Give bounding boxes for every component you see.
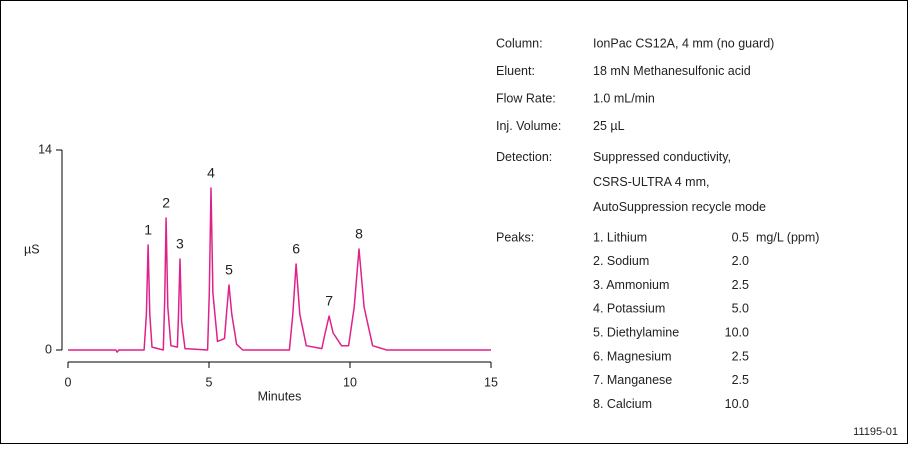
condition-value: 18 mN Methanesulfonic acid: [593, 64, 751, 78]
peak-amount: 10.0: [725, 397, 749, 411]
condition-label: Flow Rate:: [496, 91, 556, 105]
peak-label: 6: [292, 241, 300, 257]
peak-amount: 2.5: [732, 373, 749, 387]
peak-amount: 2.5: [732, 349, 749, 363]
peak-name: 5. Diethylamine: [593, 325, 679, 339]
peak-amount: 5.0: [732, 302, 749, 316]
condition-value: AutoSuppression recycle mode: [593, 200, 766, 214]
peak-name: 3. Ammonium: [593, 278, 669, 292]
peak-label: 7: [325, 293, 333, 309]
condition-value: 1.0 mL/min: [593, 91, 655, 105]
peaks-unit: mg/L (ppm): [756, 230, 819, 244]
peak-amount: 2.5: [732, 278, 749, 292]
peak-amount: 0.5: [732, 230, 749, 244]
condition-value: 25 µL: [593, 119, 625, 133]
condition-value: IonPac CS12A, 4 mm (no guard): [593, 36, 774, 50]
x-tick-label: 5: [206, 375, 213, 389]
peak-name: 1. Lithium: [593, 230, 647, 244]
x-tick-label: 10: [343, 375, 357, 389]
y-tick-label: 14: [38, 142, 52, 156]
peak-amount: 2.0: [732, 254, 749, 268]
y-tick-label: 0: [45, 342, 52, 356]
peak-amount: 10.0: [725, 325, 749, 339]
trace: [68, 187, 491, 353]
peaks-label: Peaks:: [496, 230, 534, 244]
peak-label: 8: [355, 226, 363, 242]
peak-label: 5: [225, 262, 233, 278]
peak-label: 1: [144, 222, 152, 238]
condition-label: Detection:: [496, 150, 552, 164]
peak-name: 4. Potassium: [593, 302, 665, 316]
peak-label: 4: [207, 165, 215, 181]
condition-value: CSRS-ULTRA 4 mm,: [593, 175, 709, 189]
x-tick-label: 0: [65, 375, 72, 389]
peak-label: 3: [176, 236, 184, 252]
x-tick-label: 15: [484, 375, 498, 389]
condition-label: Eluent:: [496, 64, 535, 78]
peak-name: 6. Magnesium: [593, 349, 672, 363]
condition-value: Suppressed conductivity,: [593, 150, 731, 164]
peak-label: 2: [162, 195, 170, 211]
condition-label: Inj. Volume:: [496, 119, 561, 133]
peak-name: 8. Calcium: [593, 397, 652, 411]
y-axis-label: µS: [24, 242, 40, 256]
peak-name: 7. Manganese: [593, 373, 672, 387]
figure-id: 11195-01: [853, 426, 898, 438]
x-axis-label: Minutes: [258, 389, 302, 403]
condition-label: Column:: [496, 36, 543, 50]
peak-name: 2. Sodium: [593, 254, 649, 268]
